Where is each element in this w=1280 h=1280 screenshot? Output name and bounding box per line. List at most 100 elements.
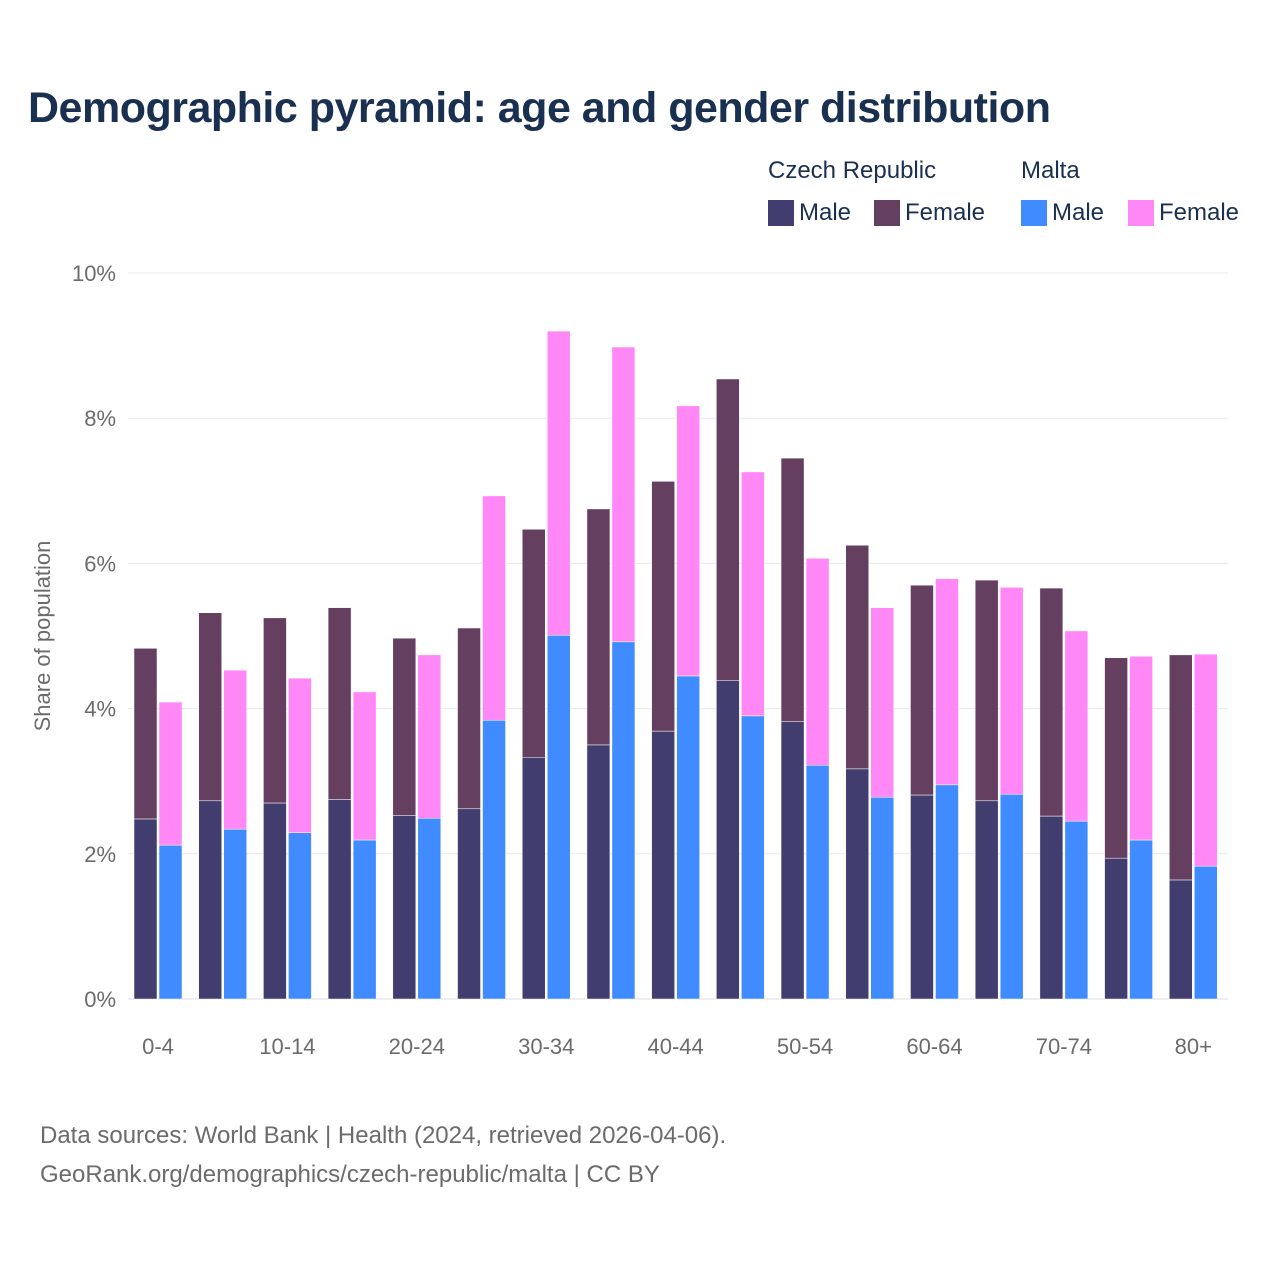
legend-group-malta: Malta bbox=[1021, 157, 1080, 184]
bar-malta-female[interactable] bbox=[805, 558, 830, 766]
bar-czech-female[interactable] bbox=[521, 529, 546, 758]
bar-czech-male[interactable] bbox=[651, 730, 675, 1000]
y-tick-label: 6% bbox=[84, 551, 116, 576]
bar-czech-female[interactable] bbox=[457, 627, 481, 810]
bar-czech-male[interactable] bbox=[263, 802, 287, 1000]
bar-malta-female[interactable] bbox=[482, 495, 506, 721]
legend-item-malta-male[interactable]: Male bbox=[1021, 199, 1104, 227]
bar-malta-female[interactable] bbox=[611, 346, 636, 643]
source-line-2[interactable]: GeoRank.org/demographics/czech-republic/… bbox=[40, 1161, 660, 1188]
bar-czech-female[interactable] bbox=[198, 612, 222, 802]
bar-czech-female[interactable] bbox=[780, 457, 805, 722]
legend-item-malta-female[interactable]: Female bbox=[1128, 199, 1239, 227]
bar-malta-male[interactable] bbox=[158, 844, 183, 1000]
bar-malta-male[interactable] bbox=[741, 715, 765, 1000]
x-tick-label: 20-24 bbox=[389, 1034, 445, 1059]
bar-malta-male[interactable] bbox=[805, 764, 830, 1000]
y-tick-label: 0% bbox=[84, 987, 116, 1012]
legend-swatch bbox=[874, 200, 900, 226]
bar-malta-male[interactable] bbox=[870, 796, 895, 1000]
bar-malta-male[interactable] bbox=[611, 641, 636, 1000]
x-tick-label: 0-4 bbox=[142, 1034, 174, 1059]
source-line-1: Data sources: World Bank | Health (2024,… bbox=[40, 1122, 727, 1149]
bar-czech-male[interactable] bbox=[910, 794, 934, 1000]
bar-czech-male[interactable] bbox=[521, 756, 546, 1000]
bar-czech-female[interactable] bbox=[392, 637, 417, 816]
legend-label: Male bbox=[1052, 199, 1105, 226]
bar-malta-male[interactable] bbox=[1064, 820, 1089, 1000]
chart-title: Demographic pyramid: age and gender dist… bbox=[28, 84, 1051, 132]
x-tick-label: 10-14 bbox=[259, 1034, 315, 1059]
bar-czech-male[interactable] bbox=[198, 800, 222, 1000]
bar-malta-female[interactable] bbox=[223, 669, 247, 830]
bar-czech-female[interactable] bbox=[133, 648, 158, 820]
bar-czech-male[interactable] bbox=[133, 818, 158, 1000]
bar-czech-female[interactable] bbox=[586, 508, 611, 746]
source-note: Data sources: World Bank | Health (2024,… bbox=[40, 1116, 726, 1194]
bar-malta-female[interactable] bbox=[870, 607, 895, 798]
x-tick-label: 60-64 bbox=[906, 1034, 962, 1059]
bar-malta-female[interactable] bbox=[546, 330, 571, 636]
bar-czech-female[interactable] bbox=[716, 378, 740, 681]
bar-czech-male[interactable] bbox=[457, 808, 481, 1000]
bar-malta-male[interactable] bbox=[1194, 865, 1218, 1000]
bar-malta-male[interactable] bbox=[676, 675, 700, 1000]
bar-malta-male[interactable] bbox=[288, 832, 312, 1000]
legend-swatch bbox=[1128, 200, 1154, 226]
bar-czech-male[interactable] bbox=[780, 721, 805, 1000]
x-tick-label: 40-44 bbox=[648, 1034, 704, 1059]
bar-czech-female[interactable] bbox=[1104, 657, 1128, 859]
bar-malta-female[interactable] bbox=[352, 691, 377, 841]
bar-malta-male[interactable] bbox=[546, 635, 571, 1000]
bar-czech-female[interactable] bbox=[263, 617, 287, 804]
bar-malta-male[interactable] bbox=[1129, 839, 1153, 1000]
bar-czech-male[interactable] bbox=[1169, 879, 1193, 1000]
x-tick-label: 80+ bbox=[1175, 1034, 1212, 1059]
bar-malta-female[interactable] bbox=[158, 701, 183, 846]
y-tick-label: 8% bbox=[84, 406, 116, 431]
bar-malta-female[interactable] bbox=[1064, 630, 1089, 822]
y-axis-label: Share of population bbox=[30, 541, 55, 732]
legend-label: Female bbox=[905, 199, 986, 226]
bar-czech-male[interactable] bbox=[586, 744, 611, 1000]
bar-czech-female[interactable] bbox=[651, 481, 675, 732]
bar-malta-female[interactable] bbox=[1129, 656, 1153, 841]
bar-malta-male[interactable] bbox=[223, 828, 247, 1000]
legend-swatch bbox=[768, 200, 794, 226]
legend-swatch bbox=[1021, 200, 1047, 226]
bar-malta-male[interactable] bbox=[999, 794, 1024, 1000]
bar-czech-female[interactable] bbox=[910, 584, 934, 796]
x-tick-label: 50-54 bbox=[777, 1034, 833, 1059]
bar-czech-female[interactable] bbox=[974, 579, 999, 802]
x-tick-label: 30-34 bbox=[518, 1034, 574, 1059]
bar-czech-male[interactable] bbox=[1039, 815, 1064, 1000]
bar-malta-male[interactable] bbox=[417, 817, 442, 1000]
bar-czech-male[interactable] bbox=[974, 800, 999, 1000]
bar-malta-female[interactable] bbox=[417, 654, 442, 819]
bar-czech-male[interactable] bbox=[1104, 857, 1128, 1000]
bar-malta-female[interactable] bbox=[935, 578, 959, 786]
bar-czech-male[interactable] bbox=[716, 680, 740, 1000]
bar-malta-male[interactable] bbox=[482, 719, 506, 1000]
bar-malta-female[interactable] bbox=[999, 587, 1024, 795]
bar-czech-female[interactable] bbox=[327, 607, 352, 800]
bar-malta-female[interactable] bbox=[1194, 653, 1218, 867]
bar-czech-male[interactable] bbox=[845, 768, 870, 1000]
legend-item-czech-male[interactable]: Male bbox=[768, 199, 851, 227]
bar-malta-female[interactable] bbox=[676, 405, 700, 677]
bar-malta-male[interactable] bbox=[352, 839, 377, 1000]
y-tick-label: 4% bbox=[84, 697, 116, 722]
bar-malta-female[interactable] bbox=[741, 471, 765, 717]
bar-czech-male[interactable] bbox=[327, 799, 352, 1000]
bar-malta-female[interactable] bbox=[288, 677, 312, 833]
legend-item-czech-female[interactable]: Female bbox=[874, 199, 985, 227]
bar-czech-female[interactable] bbox=[845, 545, 870, 770]
bar-czech-female[interactable] bbox=[1169, 654, 1193, 881]
bar-malta-male[interactable] bbox=[935, 784, 959, 1000]
bar-czech-male[interactable] bbox=[392, 815, 417, 1000]
bar-czech-female[interactable] bbox=[1039, 587, 1064, 817]
x-tick-label: 70-74 bbox=[1036, 1034, 1092, 1059]
y-tick-label: 2% bbox=[84, 842, 116, 867]
